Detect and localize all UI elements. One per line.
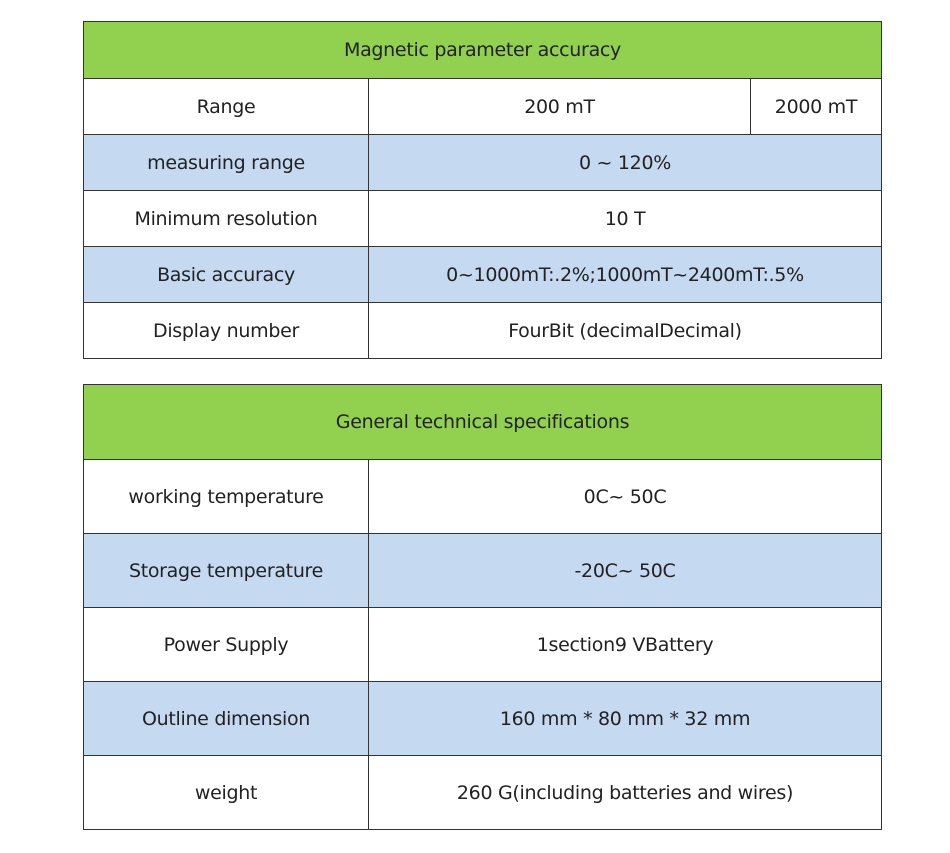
row-label: weight — [83, 755, 369, 830]
table-row: Basic accuracy 0~1000mT:.2%;1000mT~2400m… — [83, 246, 882, 303]
row-value: 0 ~ 120% — [368, 134, 882, 191]
table-row: Storage temperature -20C~ 50C — [83, 533, 882, 608]
general-table-header-row: General technical specifications — [83, 384, 882, 460]
table-row: working temperature 0C~ 50C — [83, 459, 882, 534]
row-label: Minimum resolution — [83, 190, 369, 247]
row-value: 1section9 VBattery — [368, 607, 882, 682]
row-label: Power Supply — [83, 607, 369, 682]
row-value: 260 G(including batteries and wires) — [368, 755, 882, 830]
table-row-range: Range 200 mT 2000 mT — [83, 78, 882, 135]
table-row: measuring range 0 ~ 120% — [83, 134, 882, 191]
table-row: Minimum resolution 10 T — [83, 190, 882, 247]
row-value: 0~1000mT:.2%;1000mT~2400mT:.5% — [368, 246, 882, 303]
row-label: measuring range — [83, 134, 369, 191]
magnetic-parameter-table: Magnetic parameter accuracy Range 200 mT… — [83, 21, 882, 359]
row-value: 160 mm * 80 mm * 32 mm — [368, 681, 882, 756]
row-value: FourBit (decimalDecimal) — [368, 302, 882, 359]
magnetic-table-title: Magnetic parameter accuracy — [83, 21, 882, 79]
table-row: Outline dimension 160 mm * 80 mm * 32 mm — [83, 681, 882, 756]
row-label: Display number — [83, 302, 369, 359]
general-table-title: General technical specifications — [83, 384, 882, 460]
row-value: -20C~ 50C — [368, 533, 882, 608]
table-row: weight 260 G(including batteries and wir… — [83, 755, 882, 830]
range-value-2000mt: 2000 mT — [750, 78, 882, 135]
table-row: Display number FourBit (decimalDecimal) — [83, 302, 882, 359]
magnetic-table-header-row: Magnetic parameter accuracy — [83, 21, 882, 79]
row-label: Outline dimension — [83, 681, 369, 756]
row-label: Storage temperature — [83, 533, 369, 608]
table-row: Power Supply 1section9 VBattery — [83, 607, 882, 682]
general-specifications-table: General technical specifications working… — [83, 384, 882, 830]
range-label: Range — [83, 78, 369, 135]
row-label: working temperature — [83, 459, 369, 534]
row-value: 10 T — [368, 190, 882, 247]
row-label: Basic accuracy — [83, 246, 369, 303]
row-value: 0C~ 50C — [368, 459, 882, 534]
range-value-200mt: 200 mT — [368, 78, 751, 135]
